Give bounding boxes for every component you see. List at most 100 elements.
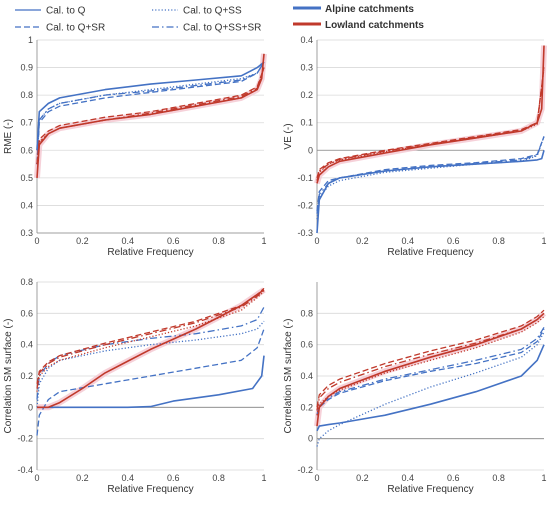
- legend-label: Cal. to Q+SR: [46, 23, 105, 34]
- x-tick-label: 0.8: [492, 473, 505, 483]
- y-tick-label: 0.8: [300, 308, 313, 318]
- chart-panel-4: -0.200.20.40.60.80 0.2 0.4 0.6 0.8 1Relative …: [283, 282, 547, 495]
- y-tick-label: 0.9: [20, 63, 33, 73]
- series-halo-lowland: [314, 311, 547, 427]
- series-line-lowland-dashed: [36, 287, 265, 384]
- y-tick-label: 0.8: [20, 90, 33, 100]
- x-axis-label: Relative Frequency: [107, 484, 193, 495]
- y-tick-label: -0.2: [297, 465, 313, 475]
- x-tick-label: 0: [34, 473, 39, 483]
- y-tick-label: -0.1: [297, 173, 313, 183]
- x-tick-label: 1: [261, 473, 266, 483]
- y-tick-label: 0.4: [20, 200, 33, 210]
- x-tick-label: 0.4: [122, 473, 135, 483]
- series-line-lowland-dashed: [316, 67, 545, 179]
- y-tick-label: 0.7: [20, 118, 33, 128]
- series-line-lowland-dashdot: [36, 67, 265, 165]
- y-tick-label: 0.4: [300, 35, 313, 45]
- legend-item-solid: Cal. to Q: [15, 6, 86, 17]
- x-tick-label: 0: [314, 236, 319, 246]
- y-tick-label: 0.3: [20, 228, 33, 238]
- y-tick-label: 0.3: [300, 63, 313, 73]
- panels: 0.3 0.4 0.5 0.6 0.7 0.8 0.9 1 0 0.2 0.4 0.6 0.8 1 Rela…: [3, 35, 547, 495]
- x-tick-label: 0.6: [167, 473, 180, 483]
- series-line-alpine-dotted: [36, 320, 265, 408]
- x-axis-label: Relative Frequency: [387, 484, 473, 495]
- y-tick-label: 0.4: [20, 340, 33, 350]
- legend-label: Alpine catchments: [325, 4, 414, 15]
- chart-panel-2: -0.3 -0.2 -0.1 0 0.1 0.2 0.3 0.4 0 0.2 0.4 0.6 0.8 1 R…: [283, 35, 547, 258]
- legend-label: Cal. to Q+SS: [183, 6, 242, 17]
- y-tick-label: 0.4: [300, 371, 313, 381]
- y-tick-label: -0.4: [17, 465, 33, 475]
- x-tick-label: 0.2: [356, 473, 369, 483]
- series-line-alpine-dashdot: [36, 61, 265, 165]
- legend-item-dashed: Cal. to Q+SR: [15, 23, 105, 34]
- series-line-alpine-dashed: [36, 61, 265, 165]
- x-tick-label: 0.8: [212, 236, 225, 246]
- legend-label: Cal. to Q+SS+SR: [183, 23, 261, 34]
- legends: Cal. to Q Cal. to Q+SS Cal. to Q+SR Cal. to…: [15, 4, 424, 34]
- series-line-alpine-dashdot: [36, 306, 265, 400]
- series-line-lowland-dashdot: [36, 289, 265, 389]
- legend-label: Lowland catchments: [325, 20, 424, 31]
- y-tick-label: 0.6: [20, 145, 33, 155]
- y-axis-label: RME (-): [3, 119, 14, 154]
- x-tick-label: 0.4: [402, 473, 415, 483]
- x-tick-label: 0: [34, 236, 39, 246]
- y-axis-label: VE (-): [283, 123, 294, 149]
- x-tick-label: 0.4: [122, 236, 135, 246]
- y-tick-label: 0.6: [300, 340, 313, 350]
- x-tick-label: 0: [314, 473, 319, 483]
- y-tick-label: 0.2: [20, 371, 33, 381]
- y-tick-label: 0.2: [300, 402, 313, 412]
- x-tick-label: 0.4: [402, 236, 415, 246]
- y-tick-label: 0: [308, 434, 313, 444]
- series-line-alpine-dashdot: [316, 136, 545, 214]
- y-tick-label: -0.2: [17, 434, 33, 444]
- series-line-lowland-dashdot: [316, 312, 545, 411]
- series-line-lowland-dashed: [36, 67, 265, 165]
- series-line-lowland-dashed: [316, 309, 545, 408]
- y-axis-label: Correlation SM surface (-): [3, 318, 14, 433]
- series-line-lowland-dotted: [36, 290, 265, 392]
- y-tick-label: 0.5: [20, 173, 33, 183]
- series-line-alpine-dotted: [316, 136, 545, 220]
- x-tick-label: 0.6: [447, 236, 460, 246]
- x-tick-label: 0.6: [167, 236, 180, 246]
- x-axis-label: Relative Frequency: [387, 247, 473, 258]
- series-line-alpine-dashed: [316, 136, 545, 211]
- y-tick-label: 0.8: [20, 277, 33, 287]
- chart-panel-3: -0.4 -0.2 0 0.2 0.4 0.6 0.8 0 0.2 0.4 0.6 0.8 1 Relat…: [3, 277, 267, 495]
- x-tick-label: 0.8: [212, 473, 225, 483]
- y-tick-label: -0.3: [297, 228, 313, 238]
- x-axis-label: Relative Frequency: [107, 247, 193, 258]
- chart-panel-1: 0.3 0.4 0.5 0.6 0.7 0.8 0.9 1 0 0.2 0.4 0.6 0.8 1 Rela…: [3, 35, 267, 258]
- series-halo-lowland: [34, 53, 267, 179]
- y-tick-label: 0: [28, 402, 33, 412]
- x-tick-label: 0.2: [76, 236, 89, 246]
- legend-item-alpine: Alpine catchments: [293, 4, 414, 15]
- y-axis-label: Correlation SM surface (-): [283, 318, 294, 433]
- series-line-alpine-dashed: [316, 328, 545, 416]
- x-tick-label: 0.2: [76, 473, 89, 483]
- x-tick-label: 0.8: [492, 236, 505, 246]
- x-tick-label: 0.2: [356, 236, 369, 246]
- y-tick-label: 0.2: [300, 90, 313, 100]
- series-line-lowland-dotted: [316, 67, 545, 181]
- y-tick-label: 0.1: [300, 118, 313, 128]
- series-line-alpine-solid: [37, 355, 265, 409]
- series-line-lowland-dashdot: [316, 67, 545, 181]
- x-tick-label: 1: [541, 473, 546, 483]
- x-tick-label: 1: [541, 236, 546, 246]
- legend-item-lowland: Lowland catchments: [293, 20, 424, 31]
- series-line-alpine-solid: [316, 344, 545, 432]
- series-line-alpine-solid: [316, 150, 545, 234]
- legend-item-dotted: Cal. to Q+SS: [152, 6, 242, 17]
- y-tick-label: -0.2: [297, 200, 313, 210]
- y-tick-label: 1: [28, 35, 33, 45]
- x-tick-label: 1: [261, 236, 266, 246]
- x-tick-label: 0.6: [447, 473, 460, 483]
- series-line-alpine-dotted: [316, 331, 545, 447]
